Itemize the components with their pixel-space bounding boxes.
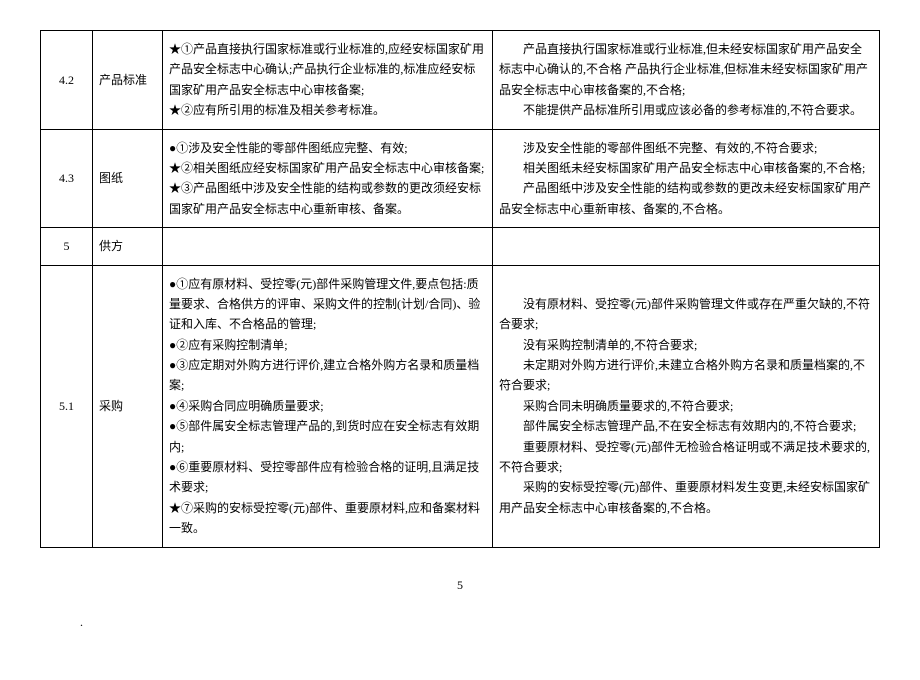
result-line: 没有采购控制清单的,不符合要求; xyxy=(499,335,873,355)
row-requirements: ★①产品直接执行国家标准或行业标准的,应经安标国家矿用产品安全标志中心确认;产品… xyxy=(163,31,493,130)
row-number: 5.1 xyxy=(41,265,93,547)
result-line: 产品直接执行国家标准或行业标准,但未经安标国家矿用产品安全标志中心确认的,不合格… xyxy=(499,39,873,100)
row-results: 涉及安全性能的零部件图纸不完整、有效的,不符合要求;相关图纸未经安标国家矿用产品… xyxy=(493,129,880,228)
req-line: ●④采购合同应明确质量要求; xyxy=(169,396,486,416)
table-body: 4.2产品标准★①产品直接执行国家标准或行业标准的,应经安标国家矿用产品安全标志… xyxy=(41,31,880,548)
req-line: ★②应有所引用的标准及相关参考标准。 xyxy=(169,100,486,120)
table-row: 5供方 xyxy=(41,228,880,265)
result-line: 采购合同未明确质量要求的,不符合要求; xyxy=(499,396,873,416)
standards-table: 4.2产品标准★①产品直接执行国家标准或行业标准的,应经安标国家矿用产品安全标志… xyxy=(40,30,880,548)
result-line: 涉及安全性能的零部件图纸不完整、有效的,不符合要求; xyxy=(499,138,873,158)
row-item: 图纸 xyxy=(93,129,163,228)
page-number: 5 xyxy=(40,578,880,593)
row-number: 4.2 xyxy=(41,31,93,130)
result-line: 不能提供产品标准所引用或应该必备的参考标准的,不符合要求。 xyxy=(499,100,873,120)
req-line: ●①应有原材料、受控零(元)部件采购管理文件,要点包括:质量要求、合格供方的评审… xyxy=(169,274,486,335)
row-number: 4.3 xyxy=(41,129,93,228)
req-line: ●⑥重要原材料、受控零部件应有检验合格的证明,且满足技术要求; xyxy=(169,457,486,498)
req-line: ●②应有采购控制清单; xyxy=(169,335,486,355)
table-row: 4.3图纸●①涉及安全性能的零部件图纸应完整、有效;★②相关图纸应经安标国家矿用… xyxy=(41,129,880,228)
row-item: 采购 xyxy=(93,265,163,547)
row-results xyxy=(493,228,880,265)
row-number: 5 xyxy=(41,228,93,265)
row-requirements: ●①涉及安全性能的零部件图纸应完整、有效;★②相关图纸应经安标国家矿用产品安全标… xyxy=(163,129,493,228)
req-line: ★①产品直接执行国家标准或行业标准的,应经安标国家矿用产品安全标志中心确认;产品… xyxy=(169,39,486,100)
req-line: ●③应定期对外购方进行评价,建立合格外购方名录和质量档案; xyxy=(169,355,486,396)
result-line: 采购的安标受控零(元)部件、重要原材料发生变更,未经安标国家矿用产品安全标志中心… xyxy=(499,477,873,518)
row-item: 供方 xyxy=(93,228,163,265)
req-line: ●①涉及安全性能的零部件图纸应完整、有效; xyxy=(169,138,486,158)
table-row: 4.2产品标准★①产品直接执行国家标准或行业标准的,应经安标国家矿用产品安全标志… xyxy=(41,31,880,130)
row-requirements xyxy=(163,228,493,265)
row-item: 产品标准 xyxy=(93,31,163,130)
result-line: 部件属安全标志管理产品,不在安全标志有效期内的,不符合要求; xyxy=(499,416,873,436)
req-line: ★②相关图纸应经安标国家矿用产品安全标志中心审核备案; xyxy=(169,158,486,178)
row-results: 没有原材料、受控零(元)部件采购管理文件或存在严重欠缺的,不符合要求;没有采购控… xyxy=(493,265,880,547)
page-wrapper: 4.2产品标准★①产品直接执行国家标准或行业标准的,应经安标国家矿用产品安全标志… xyxy=(40,30,880,650)
result-line: 相关图纸未经安标国家矿用产品安全标志中心审核备案的,不合格; xyxy=(499,158,873,178)
req-line: ★⑦采购的安标受控零(元)部件、重要原材料,应和备案材料一致。 xyxy=(169,498,486,539)
footer-dot: . xyxy=(80,615,83,630)
row-requirements: ●①应有原材料、受控零(元)部件采购管理文件,要点包括:质量要求、合格供方的评审… xyxy=(163,265,493,547)
result-line: 重要原材料、受控零(元)部件无检验合格证明或不满足技术要求的,不符合要求; xyxy=(499,437,873,478)
result-line: 产品图纸中涉及安全性能的结构或参数的更改未经安标国家矿用产品安全标志中心重新审核… xyxy=(499,178,873,219)
req-line: ★③产品图纸中涉及安全性能的结构或参数的更改须经安标国家矿用产品安全标志中心重新… xyxy=(169,178,486,219)
result-line: 没有原材料、受控零(元)部件采购管理文件或存在严重欠缺的,不符合要求; xyxy=(499,294,873,335)
table-row: 5.1采购●①应有原材料、受控零(元)部件采购管理文件,要点包括:质量要求、合格… xyxy=(41,265,880,547)
result-line: 未定期对外购方进行评价,未建立合格外购方名录和质量档案的,不符合要求; xyxy=(499,355,873,396)
row-results: 产品直接执行国家标准或行业标准,但未经安标国家矿用产品安全标志中心确认的,不合格… xyxy=(493,31,880,130)
req-line: ●⑤部件属安全标志管理产品的,到货时应在安全标志有效期内; xyxy=(169,416,486,457)
